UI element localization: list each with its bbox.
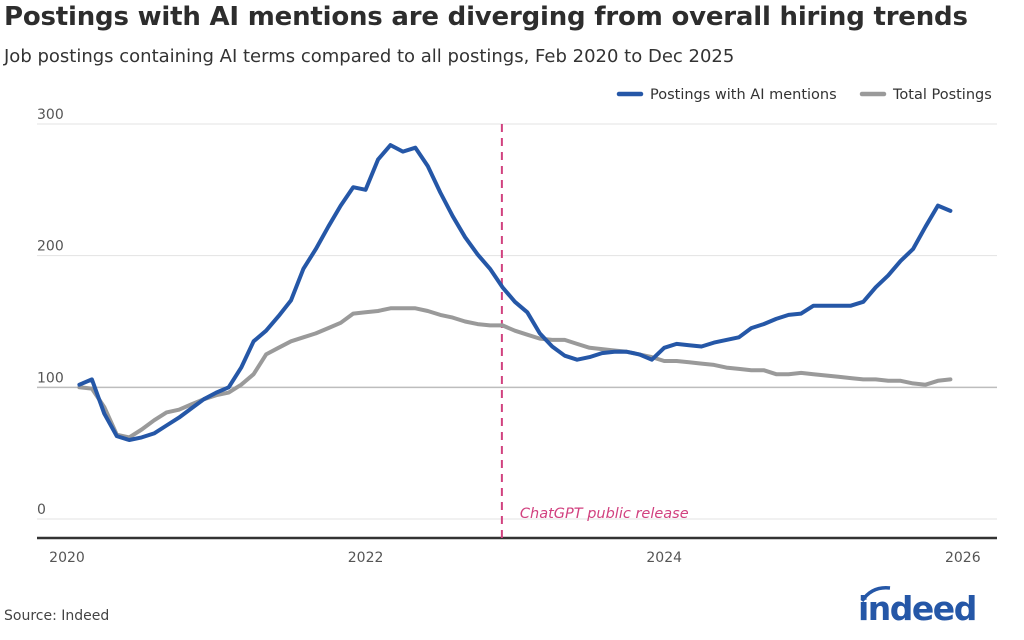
x-tick-label: 2022 [348,550,384,566]
logo-text: indeed [858,589,976,628]
chart-subtitle: Job postings containing AI terms compare… [4,46,735,67]
y-tick-label: 100 [37,370,64,386]
gridlines [37,123,997,520]
source-note: Source: Indeed [4,608,110,624]
y-tick-label: 0 [37,502,46,518]
legend: Postings with AI mentions Total Postings [616,87,992,103]
x-tick-label: 2020 [49,550,85,566]
logo-arc [860,586,891,603]
annotation-label: ChatGPT public release [520,506,689,522]
y-tick-label: 200 [37,239,64,255]
x-axis-ticks: 2020 2022 2024 2026 [49,550,981,566]
series-line-total-postings [77,306,953,440]
legend-label: Total Postings [892,87,992,103]
y-tick-label: 300 [37,107,64,123]
series-lines [77,143,953,442]
x-tick-label: 2024 [646,550,682,566]
indeed-logo: indeed [858,586,977,628]
chart-title: Postings with AI mentions are diverging … [4,2,968,32]
x-tick-label: 2026 [945,550,981,566]
legend-label: Postings with AI mentions [650,87,837,103]
chatgpt-annotation: ChatGPT public release [500,124,689,538]
y-axis-ticks: 0 100 200 300 [37,107,64,518]
series-line-ai-mentions [77,143,953,442]
